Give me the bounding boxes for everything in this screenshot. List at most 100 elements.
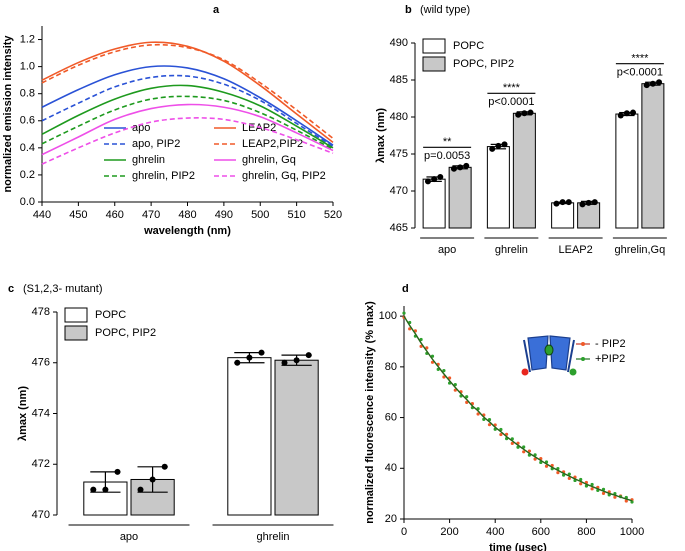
data-point (579, 477, 583, 482)
data-point (624, 499, 628, 503)
y-tick-label: 100 (379, 310, 397, 322)
data-point (465, 400, 469, 404)
y-tick-label: 20 (385, 513, 397, 525)
legend-swatch (422, 38, 446, 54)
y-tick-label: 490 (390, 37, 408, 49)
data-point (579, 201, 586, 208)
legend-label: +PIP2 (595, 353, 625, 365)
x-tick-label: 400 (486, 526, 504, 538)
data-point (453, 388, 457, 392)
data-point (457, 164, 464, 171)
data-point (234, 359, 241, 366)
data-point (137, 486, 144, 493)
data-point (419, 344, 423, 348)
line (41, 41, 334, 144)
data-point (161, 463, 168, 470)
legend-label: ghrelin, Gq, PIP2 (242, 170, 326, 182)
data-point (527, 449, 532, 453)
data-point (591, 199, 598, 206)
data-point (643, 82, 650, 89)
data-point (465, 395, 469, 399)
data-point (501, 141, 508, 148)
x-tick-label: 0 (401, 526, 407, 538)
x-tick-label: 450 (69, 209, 87, 221)
bar (551, 202, 575, 229)
data-point (495, 142, 502, 149)
x-tick-label: apo (438, 244, 456, 256)
data-point (533, 457, 537, 461)
data-point (559, 199, 566, 206)
y-tick-label: 0.2 (20, 169, 35, 181)
p-value: p=0.0053 (424, 150, 470, 162)
panel: c (S1,2,3- mutant) 470 472 474 476 478 λmax (nm… (8, 283, 334, 543)
line (41, 43, 334, 139)
legend-label: POPC (95, 309, 126, 321)
data-point (656, 79, 663, 86)
data-point (448, 376, 452, 380)
y-tick-label: 470 (390, 185, 408, 197)
x-tick-label: 800 (577, 526, 595, 538)
data-point (527, 109, 534, 116)
x-tick-label: 200 (440, 526, 458, 538)
x-tick-label: 520 (324, 209, 342, 221)
data-point (499, 432, 503, 437)
panel-letter: c (8, 283, 14, 295)
data-point (649, 80, 656, 87)
data-point (521, 110, 528, 117)
y-tick-label: 0.0 (20, 196, 35, 208)
y-tick-label: 474 (32, 407, 50, 419)
p-value: p<0.0001 (488, 96, 534, 108)
data-point (442, 369, 446, 373)
x-axis-label: wavelength (nm) (143, 225, 231, 237)
fit-line (403, 315, 633, 502)
data-point (585, 199, 592, 206)
data-point (293, 357, 300, 364)
y-axis-label: λmax (nm) (375, 108, 387, 163)
data-point (442, 375, 446, 379)
data-point (402, 311, 406, 315)
y-tick-label: 475 (390, 148, 408, 160)
data-point (258, 349, 265, 356)
y-tick-label: 472 (32, 458, 50, 470)
data-point (515, 111, 522, 118)
y-tick-label: 465 (390, 222, 408, 234)
data-point (305, 352, 312, 359)
data-point (623, 110, 630, 117)
data-point (601, 491, 606, 495)
p-value: p<0.0001 (617, 67, 663, 79)
data-point (630, 500, 634, 504)
legend-label: apo (132, 122, 150, 134)
panel: a 0.0 0.2 0.4 0.6 0.8 1.0 1.2 normalized emissio… (2, 4, 342, 237)
y-tick-label: 0.6 (20, 115, 35, 127)
icon-shape (549, 335, 571, 371)
data-point (590, 482, 594, 487)
bar (422, 178, 446, 229)
x-axis-label: time (µsec) (489, 542, 547, 551)
data-point (453, 383, 457, 387)
bar (448, 166, 472, 229)
y-tick-label: 485 (390, 74, 408, 86)
data-point (553, 200, 560, 207)
data-point (617, 112, 624, 119)
bar (512, 112, 536, 229)
significance-stars: **** (631, 53, 649, 65)
x-tick-label: 600 (532, 526, 550, 538)
panel-title: (wild type) (420, 4, 470, 16)
x-tick-label: LEAP2 (559, 244, 593, 256)
legend-label: ghrelin, PIP2 (132, 170, 195, 182)
legend-label: POPC, PIP2 (453, 58, 514, 70)
data-point (476, 412, 480, 416)
bar (641, 83, 665, 229)
data-point (246, 354, 253, 361)
icon-fluorophore (569, 368, 577, 376)
data-point (630, 109, 637, 116)
x-tick-label: ghrelin,Gq (614, 244, 665, 256)
legend-label: apo, PIP2 (132, 138, 180, 150)
bar (615, 113, 639, 229)
x-tick-label: 440 (33, 209, 51, 221)
data-point (281, 359, 288, 366)
y-tick-label: 1.0 (20, 61, 35, 73)
x-tick-label: 1000 (620, 526, 644, 538)
